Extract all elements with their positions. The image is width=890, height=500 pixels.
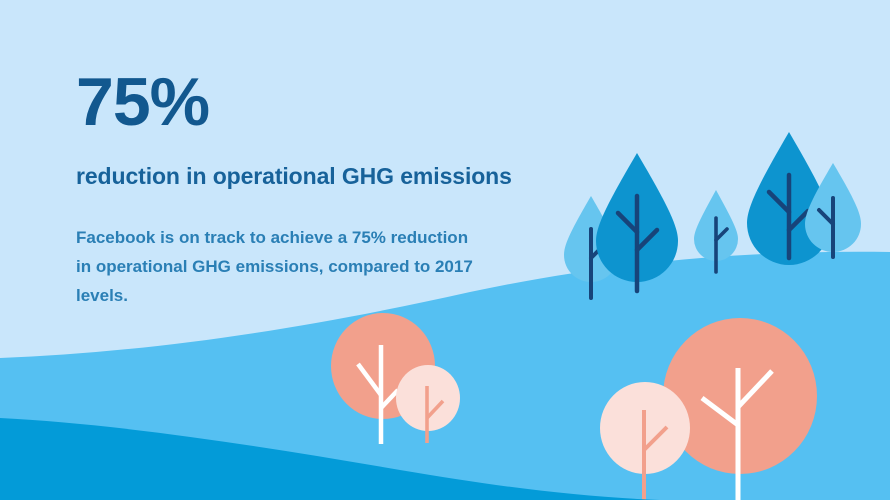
stat-headline: reduction in operational GHG emissions: [76, 163, 512, 189]
tree-trunk: [642, 410, 669, 500]
blue-tree-tiny-center: [694, 190, 738, 274]
blue-tree-large-left: [596, 153, 678, 294]
front-hill-shape: [0, 418, 660, 500]
tree-trunk: [356, 345, 400, 444]
stat-text-block: 75% reduction in operational GHG emissio…: [76, 68, 596, 310]
stat-value: 75%: [76, 64, 210, 140]
stat-body-text: Facebook is on track to achieve a 75% re…: [76, 227, 473, 306]
tree-trunk: [700, 368, 774, 500]
pink-tree-left: [396, 365, 460, 443]
tree-trunk: [817, 196, 835, 259]
salmon-tree-right: [663, 318, 817, 500]
blue-tree-small-right: [805, 163, 861, 259]
pink-tree-right: [600, 382, 690, 500]
tree-trunk: [766, 172, 811, 261]
tree-trunk: [714, 216, 729, 274]
tree-trunk: [425, 386, 445, 443]
tree-trunk: [615, 193, 660, 294]
